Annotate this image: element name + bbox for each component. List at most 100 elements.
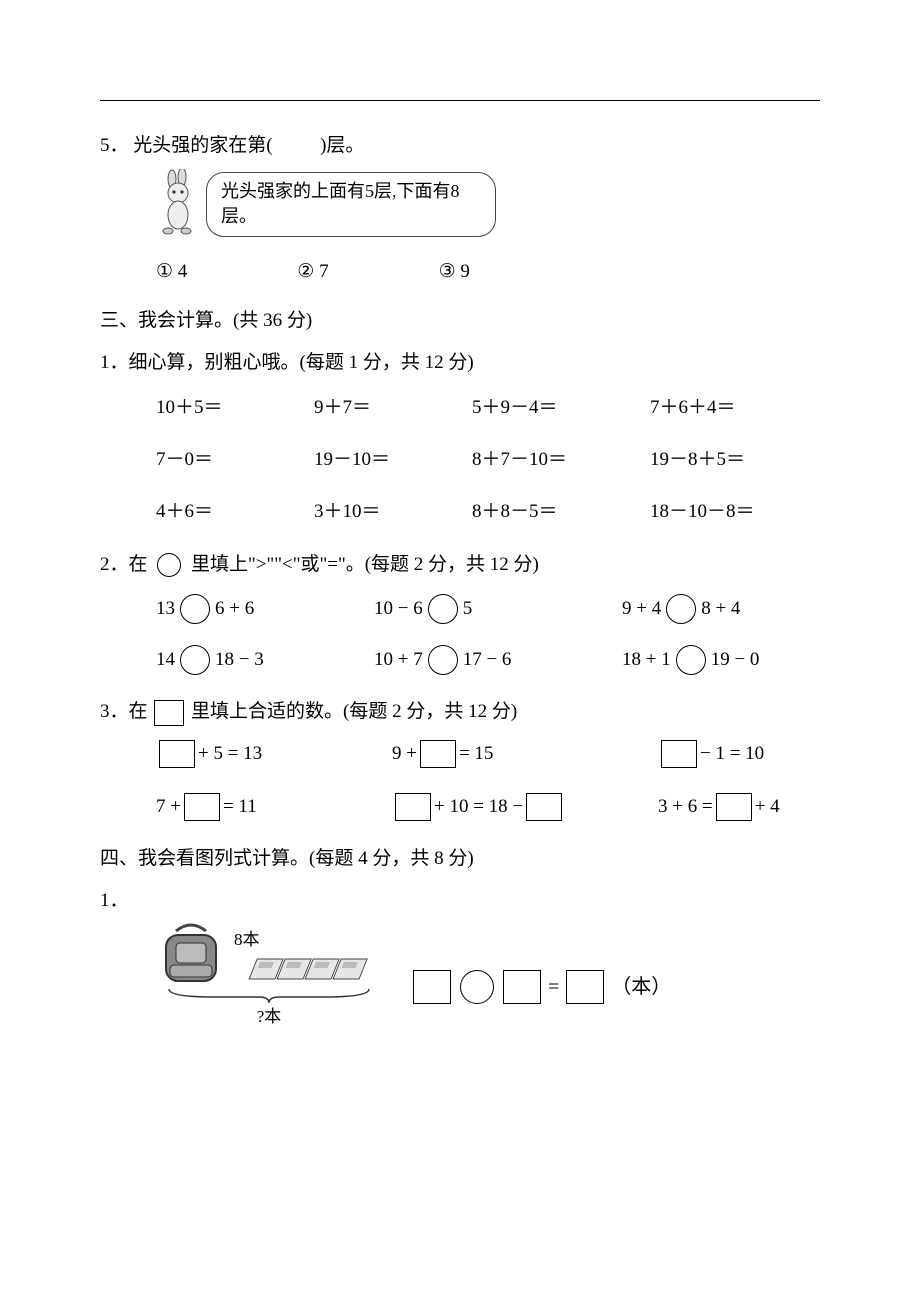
cmp-right: 8 + 4 xyxy=(701,594,740,624)
cmp-left: 14 xyxy=(156,645,175,675)
cmp-left: 10 − 6 xyxy=(374,594,423,624)
eight-label: 8本 xyxy=(234,926,260,953)
square-blank[interactable] xyxy=(526,793,562,821)
circle-blank[interactable] xyxy=(676,645,706,675)
section3-title: 三、我会计算。(共 36 分) xyxy=(100,306,820,336)
circle-icon xyxy=(157,553,181,577)
calc-grid: 10＋5＝ 9＋7＝ 5＋9－4＝ 7＋6＋4＝ 7－0＝ 19－10＝ 8＋7… xyxy=(100,393,820,528)
q5-text-before: 光头强的家在第( xyxy=(133,135,272,156)
circle-blank[interactable] xyxy=(180,594,210,624)
calc-cell[interactable]: 8＋7－10＝ xyxy=(472,445,642,475)
square-blank[interactable] xyxy=(420,740,456,768)
p3-title-before: 3．在 xyxy=(100,701,148,722)
fill-mid: + 10 = 18 − xyxy=(434,792,523,822)
compare-row: 14 18 − 3 10 + 7 17 − 6 18 + 1 19 − 0 xyxy=(156,645,820,675)
square-blank[interactable] xyxy=(184,793,220,821)
equals-sign: = xyxy=(548,971,559,1003)
q5-blank[interactable] xyxy=(277,135,315,156)
fill-before: 7 + xyxy=(156,792,181,822)
square-blank[interactable] xyxy=(503,970,541,1004)
section4-title: 四、我会看图列式计算。(每题 4 分，共 8 分) xyxy=(100,844,820,874)
cmp-right: 18 − 3 xyxy=(215,645,264,675)
fill-item[interactable]: 7 + = 11 xyxy=(156,792,386,822)
compare-item[interactable]: 9 + 4 8 + 4 xyxy=(622,594,822,624)
fill-item[interactable]: 9 + = 15 xyxy=(392,739,652,769)
calc-cell[interactable]: 7＋6＋4＝ xyxy=(650,393,820,423)
cmp-right: 6 + 6 xyxy=(215,594,254,624)
cmp-right: 17 − 6 xyxy=(463,645,512,675)
cmp-left: 13 xyxy=(156,594,175,624)
calc-cell[interactable]: 18－10－8＝ xyxy=(650,497,820,527)
cmp-left: 18 + 1 xyxy=(622,645,671,675)
compare-item[interactable]: 10 + 7 17 − 6 xyxy=(374,645,614,675)
fill-row: + 5 = 13 9 + = 15 − 1 = 10 xyxy=(156,739,820,769)
rabbit-icon xyxy=(156,169,200,239)
square-blank[interactable] xyxy=(566,970,604,1004)
cmp-left: 9 + 4 xyxy=(622,594,661,624)
fill-item[interactable]: 3 + 6 = + 4 xyxy=(658,792,848,822)
s3-p2-title: 2．在 里填上">""<"或"="。(每题 2 分，共 12 分) xyxy=(100,550,820,580)
compare-item[interactable]: 18 + 1 19 − 0 xyxy=(622,645,822,675)
option-value: 9 xyxy=(460,261,470,282)
square-blank[interactable] xyxy=(413,970,451,1004)
fill-item[interactable]: − 1 = 10 xyxy=(658,739,848,769)
square-blank[interactable] xyxy=(395,793,431,821)
question-label: ?本 xyxy=(257,1003,282,1030)
fill-after: + 5 = 13 xyxy=(198,739,262,769)
s3-p3-title: 3．在 里填上合适的数。(每题 2 分，共 12 分) xyxy=(100,697,820,727)
figure-block: 8本 xyxy=(156,923,382,1030)
fill-item[interactable]: + 5 = 13 xyxy=(156,739,386,769)
fill-item[interactable]: + 10 = 18 − xyxy=(392,792,652,822)
fill-before: 9 + xyxy=(392,739,417,769)
bubble-text: 光头强家的上面有5层,下面有8层。 xyxy=(221,181,460,226)
circle-blank[interactable] xyxy=(460,970,494,1004)
option-3[interactable]: ③ 9 xyxy=(439,257,470,287)
fill-after: + 4 xyxy=(755,792,780,822)
fill-after: = 15 xyxy=(459,739,493,769)
calc-cell[interactable]: 7－0＝ xyxy=(156,445,306,475)
option-2[interactable]: ② 7 xyxy=(297,257,328,287)
q5-figure: 光头强家的上面有5层,下面有8层。 xyxy=(100,169,820,239)
fill-after: = 11 xyxy=(223,792,257,822)
books-icon xyxy=(232,947,382,987)
q5-line: 5． 光头强的家在第( )层。 xyxy=(100,131,820,161)
calc-cell[interactable]: 19－10＝ xyxy=(314,445,464,475)
fill-row: 7 + = 11 + 10 = 18 − 3 + 6 = + 4 xyxy=(156,792,820,822)
fill-after: − 1 = 10 xyxy=(700,739,764,769)
top-rule xyxy=(100,100,820,101)
square-blank[interactable] xyxy=(159,740,195,768)
s3-p1-title: 1．细心算，别粗心哦。(每题 1 分，共 12 分) xyxy=(100,348,820,378)
circle-blank[interactable] xyxy=(428,645,458,675)
fill-before: 3 + 6 = xyxy=(658,792,713,822)
q5-number: 5． xyxy=(100,135,129,156)
calc-cell[interactable]: 3＋10＝ xyxy=(314,497,464,527)
circle-blank[interactable] xyxy=(666,594,696,624)
circle-blank[interactable] xyxy=(180,645,210,675)
s4-figure-row: 8本 xyxy=(100,923,820,1030)
fill-rows: + 5 = 13 9 + = 15 − 1 = 10 7 + = 11 + 10… xyxy=(100,739,820,822)
circle-blank[interactable] xyxy=(428,594,458,624)
compare-item[interactable]: 14 18 − 3 xyxy=(156,645,366,675)
option-value: 7 xyxy=(319,261,329,282)
p3-title-after: 里填上合适的数。(每题 2 分，共 12 分) xyxy=(191,701,517,722)
figure-top: 8本 xyxy=(156,923,382,987)
square-blank[interactable] xyxy=(716,793,752,821)
calc-cell[interactable]: 4＋6＝ xyxy=(156,497,306,527)
calc-cell[interactable]: 8＋8－5＝ xyxy=(472,497,642,527)
option-value: 4 xyxy=(178,261,188,282)
calc-cell[interactable]: 5＋9－4＝ xyxy=(472,393,642,423)
calc-cell[interactable]: 10＋5＝ xyxy=(156,393,306,423)
p2-title-after: 里填上">""<"或"="。(每题 2 分，共 12 分) xyxy=(191,554,539,575)
equation-row[interactable]: = （本） xyxy=(410,970,671,1004)
square-blank[interactable] xyxy=(661,740,697,768)
option-1[interactable]: ① 4 xyxy=(156,257,187,287)
q5-options: ① 4 ② 7 ③ 9 xyxy=(100,257,820,287)
calc-cell[interactable]: 9＋7＝ xyxy=(314,393,464,423)
compare-rows: 13 6 + 6 10 − 6 5 9 + 4 8 + 4 14 18 − 3 xyxy=(100,594,820,675)
compare-item[interactable]: 10 − 6 5 xyxy=(374,594,614,624)
option-marker: ② xyxy=(297,257,314,287)
compare-row: 13 6 + 6 10 − 6 5 9 + 4 8 + 4 xyxy=(156,594,820,624)
compare-item[interactable]: 13 6 + 6 xyxy=(156,594,366,624)
calc-cell[interactable]: 19－8＋5＝ xyxy=(650,445,820,475)
cmp-right: 5 xyxy=(463,594,473,624)
